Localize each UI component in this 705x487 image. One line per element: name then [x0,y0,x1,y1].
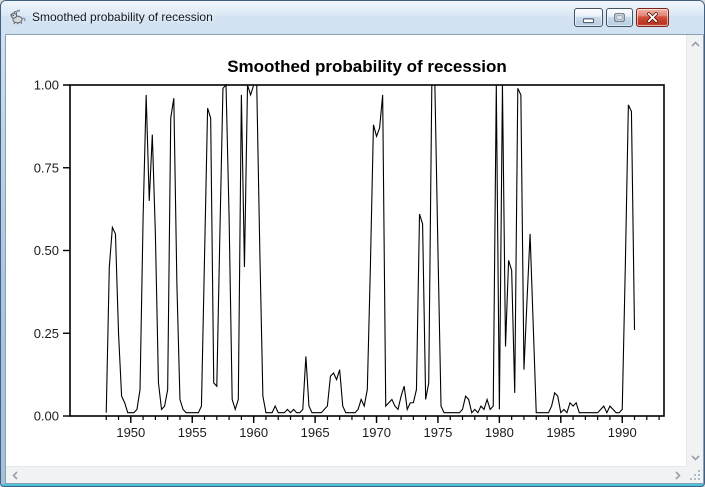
x-tick-label: 1975 [423,425,452,440]
y-tick-label: 0.50 [34,243,59,258]
horizontal-scrollbar[interactable] [6,466,686,483]
y-tick-label: 0.00 [34,409,59,424]
scroll-right-button[interactable] [669,467,686,484]
chevron-down-icon [691,454,700,461]
rat-icon [9,8,27,26]
plot-border [69,84,665,417]
client-area: Smoothed probability of recession 0.00 0.2… [5,34,704,484]
scroll-down-button[interactable] [687,449,704,466]
recession-probability-chart: Smoothed probability of recession 0.00 0.2… [34,57,665,440]
x-tick-label: 1960 [239,425,268,440]
probability-line [105,83,636,414]
x-tick-label: 1985 [546,425,575,440]
chart-title: Smoothed probability of recession [227,57,507,76]
titlebar[interactable]: Smoothed probability of recession [1,1,704,34]
vertical-scrollbar[interactable] [686,35,703,466]
chevron-right-icon [674,471,681,480]
close-button[interactable] [636,8,669,27]
x-tick-label: 1980 [485,425,514,440]
caption-buttons [574,8,669,27]
minimize-button[interactable] [574,8,603,27]
y-tick-label: 0.75 [34,160,59,175]
x-tick-label: 1990 [608,425,637,440]
chevron-up-icon [691,40,700,47]
minimize-icon [582,18,595,24]
scroll-left-button[interactable] [6,467,23,484]
close-icon [647,12,658,23]
y-tick-label: 0.25 [34,326,59,341]
x-tick-label: 1970 [362,425,391,440]
maximize-button[interactable] [606,8,633,27]
resize-grip-icon [690,470,700,480]
y-tick-label: 1.00 [34,78,59,93]
resize-grip[interactable] [686,466,703,483]
scroll-up-button[interactable] [687,35,704,52]
chart-canvas: Smoothed probability of recession 0.00 0.2… [6,35,686,466]
x-tick-label: 1955 [178,425,207,440]
x-tick-label: 1965 [301,425,330,440]
x-tick-label: 1950 [116,425,145,440]
chevron-left-icon [11,471,18,480]
window-title: Smoothed probability of recession [32,10,213,24]
maximize-icon [614,13,625,22]
